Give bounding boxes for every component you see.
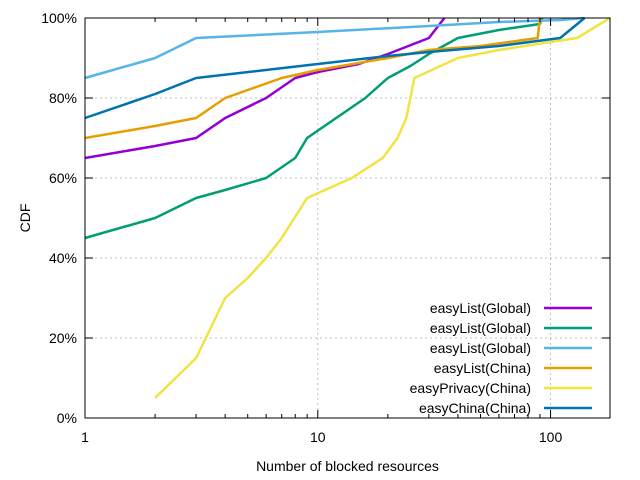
plot-frame [84,17,611,419]
axis-ticks: 0% 20% 40% 60% 80% 100% 1 10 100 [41,10,610,445]
grid [85,18,610,418]
x-tick-label: 10 [310,429,326,445]
series-line-3 [84,16,585,80]
legend-label: easyList(China) [434,360,531,376]
series-line-4 [84,17,542,140]
series-line-2 [84,17,544,240]
legend-label: easyPrivacy(China) [410,380,531,396]
series-lines [84,16,611,399]
y-axis-label: CDF [17,204,33,233]
legend: easyList(Global) easyList(Global) easyList… [410,300,592,416]
y-tick-label: 20% [49,330,77,346]
y-tick-label: 80% [49,90,77,106]
series-line-5 [154,16,611,399]
legend-label: easyChina(China) [419,400,531,416]
y-tick-label: 100% [41,10,77,26]
series-line-1 [84,17,446,160]
legend-label: easyList(Global) [430,340,531,356]
x-axis-label: Number of blocked resources [256,458,439,474]
y-tick-label: 40% [49,250,77,266]
x-tick-label: 1 [81,429,89,445]
legend-label: easyList(Global) [430,300,531,316]
series-line-6 [84,17,586,120]
legend-label: easyList(Global) [430,320,531,336]
y-tick-label: 60% [49,170,77,186]
x-tick-label: 100 [539,429,563,445]
y-tick-label: 0% [57,410,77,426]
